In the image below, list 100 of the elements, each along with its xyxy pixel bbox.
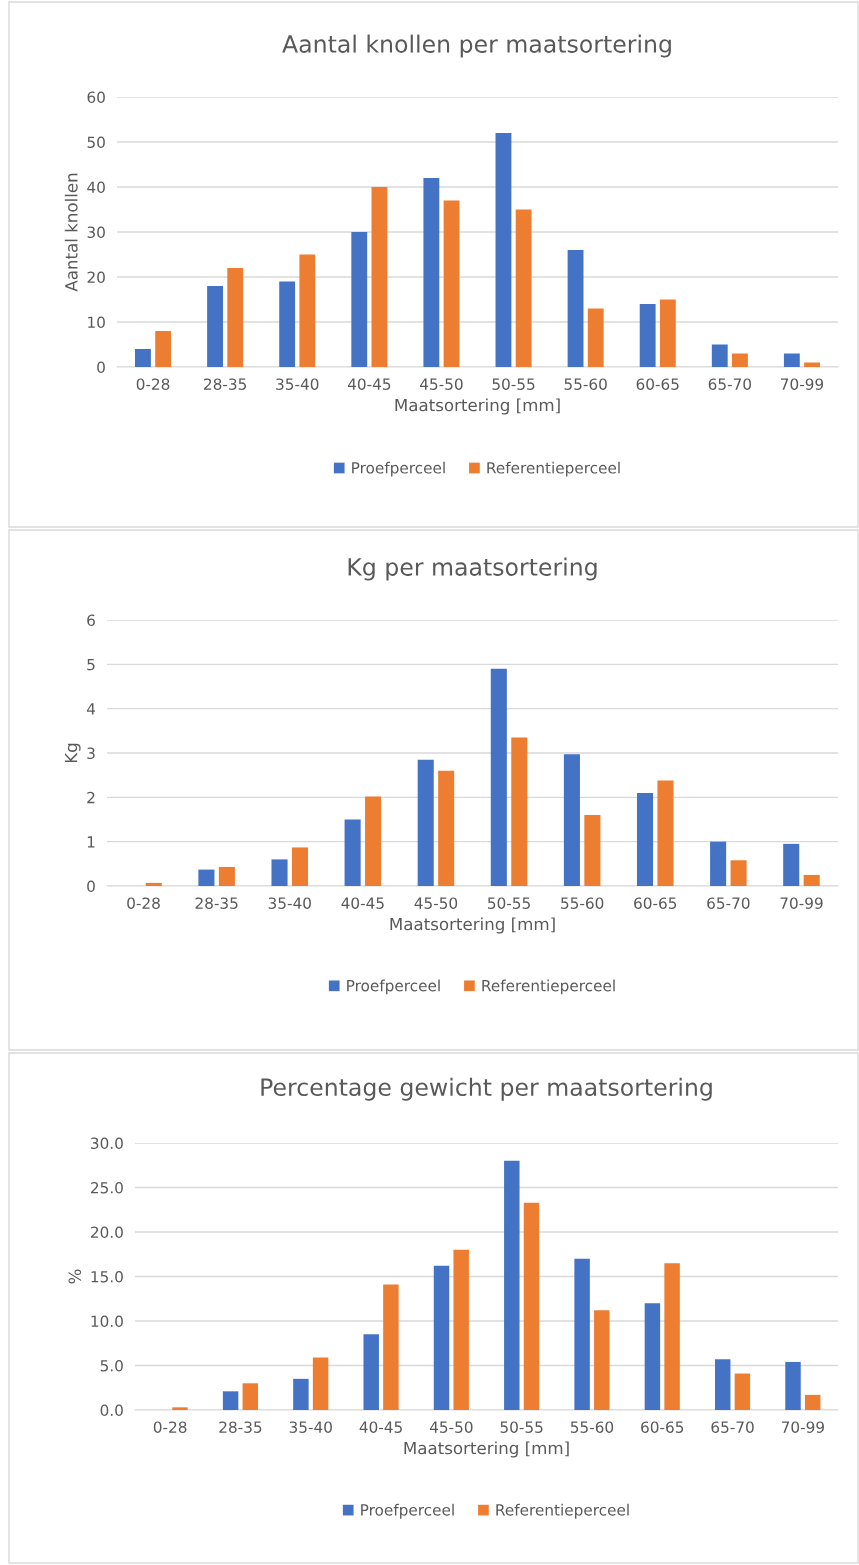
- bar: [423, 178, 440, 367]
- x-axis-title: Maatsortering [mm]: [390, 917, 555, 934]
- bar: [312, 1357, 329, 1410]
- y-tick-label: 10: [88, 316, 105, 329]
- x-tick-label: 45-50: [420, 378, 463, 390]
- chart-title: Kg per maatsortering: [348, 557, 597, 581]
- bar: [227, 268, 244, 367]
- y-tick-label: 15.0: [91, 1270, 123, 1283]
- x-tick-label: 55-60: [564, 378, 607, 390]
- bar: [804, 1394, 821, 1410]
- bar: [198, 869, 215, 886]
- y-tick-label: 25.0: [90, 1181, 123, 1194]
- bar: [293, 1378, 309, 1410]
- bar: [567, 250, 584, 367]
- bar: [279, 281, 296, 367]
- y-tick-label: 2: [87, 791, 95, 804]
- bar: [732, 353, 748, 367]
- bar: [365, 796, 382, 886]
- bar: [271, 859, 288, 886]
- bar: [515, 209, 532, 367]
- legend-label: Proefperceel: [347, 979, 440, 995]
- bar: [242, 1383, 259, 1410]
- x-tick-label: 0-28: [127, 897, 160, 909]
- x-tick-label: 50-55: [500, 1421, 543, 1433]
- bar: [659, 299, 676, 367]
- bar: [584, 815, 601, 886]
- y-tick-label: 40: [87, 181, 105, 194]
- x-tick-label: 65-70: [708, 378, 752, 390]
- legend-label: Referentieperceel: [496, 1503, 629, 1519]
- bar: [714, 1359, 731, 1410]
- y-tick-label: 4: [86, 703, 96, 715]
- bar: [504, 1160, 520, 1410]
- legend-label: Proefperceel: [361, 1503, 454, 1519]
- bar: [594, 1310, 610, 1410]
- bar: [155, 331, 172, 367]
- x-tick-label: 35-40: [289, 1421, 332, 1433]
- x-tick-label: 35-40: [276, 378, 319, 390]
- x-tick-label: 28-35: [219, 1421, 262, 1433]
- x-tick-label: 70-99: [781, 1421, 824, 1433]
- bar: [495, 133, 512, 367]
- x-tick-label: 65-70: [711, 1421, 754, 1433]
- x-tick-label: 55-60: [561, 897, 604, 909]
- bar: [145, 882, 162, 886]
- bar: [490, 668, 507, 886]
- y-tick-label: 0: [87, 880, 95, 893]
- y-tick-label: 50: [87, 136, 105, 149]
- x-tick-label: 28-35: [195, 897, 238, 909]
- y-tick-label: 20: [87, 271, 105, 284]
- bar: [734, 1373, 751, 1410]
- bar: [639, 304, 656, 367]
- bar: [417, 759, 434, 886]
- x-tick-label: 45-50: [414, 897, 458, 909]
- bar: [438, 770, 455, 886]
- x-tick-label: 28-35: [204, 378, 247, 390]
- y-tick-label: 3: [87, 747, 95, 760]
- bar: [636, 792, 654, 886]
- bar: [644, 1303, 661, 1410]
- x-tick-label: 50-55: [488, 897, 530, 909]
- bar: [511, 737, 528, 886]
- y-tick-label: 20.0: [90, 1226, 123, 1239]
- x-tick-label: 45-50: [429, 1421, 473, 1433]
- y-tick-label: 30.0: [91, 1137, 123, 1150]
- bar: [657, 780, 674, 886]
- x-tick-label: 40-45: [341, 897, 384, 909]
- bar: [351, 232, 368, 367]
- bar: [299, 254, 316, 367]
- x-tick-label: 40-45: [347, 378, 391, 390]
- bar: [135, 349, 151, 367]
- y-tick-label: 5: [87, 659, 95, 671]
- legend-label: Referentieperceel: [487, 461, 620, 477]
- legend-label: Referentieperceel: [482, 979, 615, 995]
- x-tick-label: 0-28: [153, 1421, 187, 1433]
- x-tick-label: 70-99: [781, 378, 824, 390]
- bar: [222, 1391, 239, 1410]
- bar: [453, 1249, 469, 1410]
- x-tick-label: 55-60: [570, 1421, 614, 1433]
- bar: [291, 847, 309, 886]
- x-tick-label: 60-65: [634, 897, 677, 909]
- y-axis-title: Aantal knollen: [64, 173, 78, 292]
- bar: [363, 1334, 379, 1410]
- bar: [207, 286, 223, 367]
- chart-title: Percentage gewicht per maatsortering: [261, 1077, 712, 1101]
- bar: [523, 1202, 540, 1410]
- bar: [574, 1258, 590, 1410]
- bar: [563, 754, 580, 886]
- bar: [710, 841, 727, 886]
- x-axis-title: Maatsortering [mm]: [395, 398, 560, 415]
- bar: [443, 200, 460, 367]
- bar: [804, 362, 820, 367]
- legend-label: Proefperceel: [352, 461, 445, 477]
- bar: [587, 308, 604, 367]
- bar: [730, 860, 747, 886]
- x-tick-label: 70-99: [780, 897, 823, 909]
- bar: [344, 819, 361, 886]
- y-axis-title: Kg: [65, 743, 81, 763]
- y-tick-label: 30: [87, 226, 105, 239]
- y-tick-label: 0: [97, 361, 105, 374]
- bar: [803, 874, 820, 886]
- y-tick-label: 0.0: [100, 1404, 123, 1417]
- bar: [711, 344, 728, 367]
